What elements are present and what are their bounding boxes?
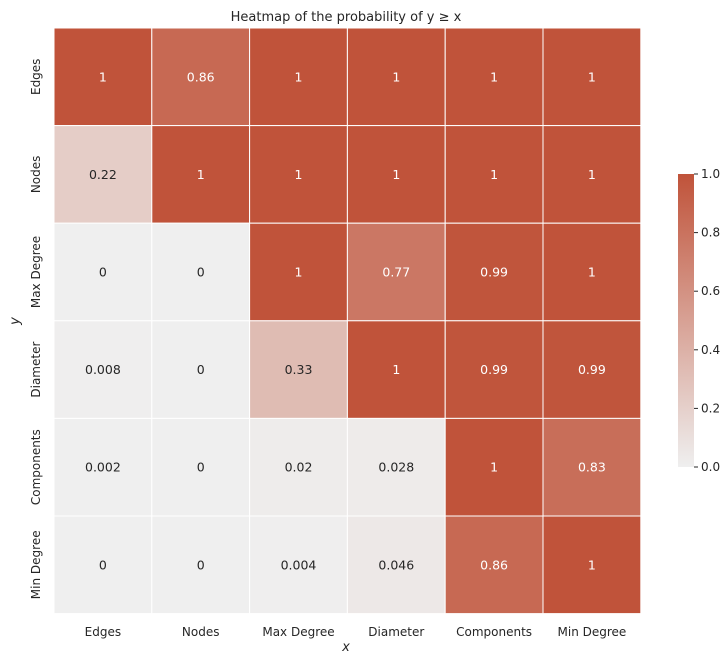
heatmap-cell bbox=[151, 27, 251, 127]
cell-value-label: 0.99 bbox=[578, 362, 606, 377]
cell-value-label: 0 bbox=[99, 265, 107, 280]
heatmap-cell bbox=[151, 222, 251, 322]
y-axis-label: y bbox=[8, 317, 23, 326]
heatmap-cell bbox=[542, 125, 642, 224]
heatmap-cell bbox=[346, 125, 446, 224]
heatmap-cell bbox=[444, 515, 544, 615]
colorbar-tick-label: 0.2 bbox=[701, 401, 720, 415]
cell-value-label: 1 bbox=[295, 265, 303, 280]
cell-value-label: 1 bbox=[99, 69, 107, 84]
heatmap-cell bbox=[346, 222, 446, 322]
x-tick-label: Components bbox=[456, 625, 532, 639]
colorbar-ticks: 0.0 0.2 0.4 0.6 0.8 1.0 bbox=[694, 167, 720, 474]
cell-value-label: 0.83 bbox=[578, 460, 606, 475]
x-tick-label: Max Degree bbox=[262, 625, 334, 639]
heatmap-cell bbox=[444, 320, 544, 419]
heatmap-cell bbox=[53, 515, 153, 615]
heatmap-cell bbox=[444, 27, 544, 127]
heatmap-cell bbox=[53, 27, 153, 127]
cell-value-label: 1 bbox=[588, 557, 596, 572]
cell-value-label: 1 bbox=[392, 362, 400, 377]
cell-value-label: 0.99 bbox=[480, 362, 508, 377]
x-axis-label: x bbox=[341, 640, 350, 654]
y-axis-ticks: Edges Nodes Max Degree Diameter Components Mi… bbox=[29, 59, 43, 600]
cell-value-label: 0.86 bbox=[480, 557, 508, 572]
heatmap-cell bbox=[346, 417, 446, 517]
cell-value-label: 1 bbox=[490, 69, 498, 84]
cell-value-label: 1 bbox=[588, 69, 596, 84]
heatmap-cell bbox=[53, 417, 153, 517]
colorbar bbox=[678, 174, 694, 467]
chart-title: Heatmap of the probability of y ≥ x bbox=[231, 10, 462, 25]
cell-value-label: 0.22 bbox=[89, 167, 117, 182]
cell-value-label: 0 bbox=[197, 557, 205, 572]
x-axis-ticks: Edges Nodes Max Degree Diameter Components Mi… bbox=[85, 625, 627, 639]
colorbar-tick-label: 0.8 bbox=[701, 226, 720, 240]
heatmap-cells: 1 0.86 1 1 1 1 0.22 1 1 1 1 1 0 0 1 0.77 0.99 1 0.008 0 0.33… bbox=[53, 27, 642, 615]
cell-value-label: 1 bbox=[490, 460, 498, 475]
heatmap-cell bbox=[346, 27, 446, 127]
cell-value-label: 0.028 bbox=[378, 460, 414, 475]
cell-value-label: 0.002 bbox=[85, 460, 121, 475]
cell-value-label: 1 bbox=[490, 167, 498, 182]
cell-value-label: 1 bbox=[588, 265, 596, 280]
heatmap-cell bbox=[151, 125, 251, 224]
y-tick-label: Max Degree bbox=[29, 236, 43, 308]
cell-value-label: 0.004 bbox=[281, 557, 317, 572]
cell-value-label: 1 bbox=[392, 167, 400, 182]
cell-value-label: 1 bbox=[588, 167, 596, 182]
y-tick-label: Nodes bbox=[29, 156, 43, 194]
heatmap-cell bbox=[542, 27, 642, 127]
y-tick-label: Components bbox=[29, 429, 43, 505]
heatmap-cell bbox=[444, 417, 544, 517]
heatmap-cell bbox=[346, 320, 446, 419]
heatmap-cell bbox=[249, 27, 348, 127]
heatmap-cell bbox=[53, 222, 153, 322]
cell-value-label: 0.86 bbox=[187, 69, 215, 84]
x-tick-label: Min Degree bbox=[558, 625, 627, 639]
heatmap-cell bbox=[249, 417, 348, 517]
y-tick-label: Edges bbox=[29, 59, 43, 95]
heatmap-cell bbox=[444, 222, 544, 322]
cell-value-label: 0 bbox=[197, 265, 205, 280]
heatmap-cell bbox=[542, 515, 642, 615]
heatmap-cell bbox=[542, 222, 642, 322]
cell-value-label: 0.008 bbox=[85, 362, 121, 377]
cell-value-label: 1 bbox=[197, 167, 205, 182]
cell-value-label: 0.77 bbox=[382, 265, 410, 280]
cell-value-label: 0.02 bbox=[285, 460, 313, 475]
heatmap-cell bbox=[346, 515, 446, 615]
colorbar-tick-label: 0.6 bbox=[701, 284, 720, 298]
y-tick-label: Diameter bbox=[29, 342, 43, 398]
cell-value-label: 0.33 bbox=[285, 362, 313, 377]
cell-value-label: 0 bbox=[197, 460, 205, 475]
colorbar-tick-label: 1.0 bbox=[701, 167, 720, 181]
x-tick-label: Edges bbox=[85, 625, 121, 639]
heatmap-cell bbox=[542, 320, 642, 419]
heatmap-cell bbox=[249, 222, 348, 322]
y-tick-label: Min Degree bbox=[29, 530, 43, 599]
heatmap-cell bbox=[151, 320, 251, 419]
heatmap-cell bbox=[542, 417, 642, 517]
colorbar-tick-label: 0.4 bbox=[701, 343, 720, 357]
cell-value-label: 0 bbox=[197, 362, 205, 377]
x-tick-label: Nodes bbox=[182, 625, 220, 639]
cell-value-label: 0.046 bbox=[378, 557, 414, 572]
cell-value-label: 0.99 bbox=[480, 265, 508, 280]
colorbar-tick-label: 0.0 bbox=[701, 460, 720, 474]
cell-value-label: 1 bbox=[295, 167, 303, 182]
heatmap-cell bbox=[53, 320, 153, 419]
x-tick-label: Diameter bbox=[368, 625, 424, 639]
cell-value-label: 0 bbox=[99, 557, 107, 572]
cell-value-label: 1 bbox=[392, 69, 400, 84]
heatmap-cell bbox=[249, 320, 348, 419]
cell-value-label: 1 bbox=[295, 69, 303, 84]
